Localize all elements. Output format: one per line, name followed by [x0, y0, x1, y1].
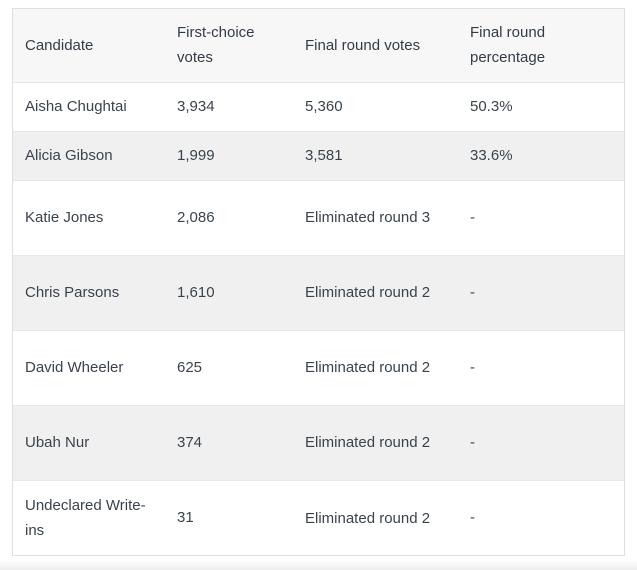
header-row: Candidate First-choice votes Final round… — [13, 9, 624, 82]
cell-final-round-percentage: - — [470, 284, 475, 301]
cell-final-round-votes: Eliminated round 2 — [305, 359, 431, 377]
cell-candidate: Aisha Chughtai — [25, 98, 127, 115]
cell-final-round-votes: Eliminated round 2 — [305, 434, 431, 452]
results-table: Candidate First-choice votes Final round… — [13, 9, 624, 555]
cell-first-choice-votes: 374 — [177, 434, 203, 451]
cell-first-choice-votes: 1,610 — [177, 284, 215, 301]
cell-final-round-votes: Eliminated round 2 — [305, 509, 431, 527]
cell-final-round-votes: Eliminated round 2 — [305, 284, 431, 302]
table-row: David Wheeler 625 Eliminated round 2 - — [13, 330, 624, 405]
election-results-table: Candidate First-choice votes Final round… — [12, 8, 625, 556]
table-row: Katie Jones 2,086 Eliminated round 3 - — [13, 180, 624, 255]
table-row: Aisha Chughtai 3,934 5,360 50.3% — [13, 82, 624, 131]
cell-candidate: Alicia Gibson — [25, 147, 113, 164]
cell-candidate: Katie Jones — [25, 209, 104, 226]
cell-first-choice-votes: 2,086 — [177, 209, 215, 226]
table-row: Alicia Gibson 1,999 3,581 33.6% — [13, 131, 624, 180]
cell-final-round-votes: 5,360 — [305, 98, 343, 115]
cell-final-round-percentage: - — [470, 359, 475, 376]
cell-first-choice-votes: 31 — [177, 509, 194, 527]
table-row: Chris Parsons 1,610 Eliminated round 2 - — [13, 255, 624, 330]
cell-first-choice-votes: 625 — [177, 359, 203, 376]
cell-final-round-percentage: - — [470, 209, 475, 226]
column-header-first-choice-votes: First-choice votes — [177, 24, 255, 67]
cell-final-round-percentage: 50.3% — [470, 98, 513, 115]
cell-final-round-percentage: - — [470, 509, 475, 527]
column-header-candidate: Candidate — [25, 36, 94, 54]
column-header-final-round-percentage: Final round percentage — [470, 24, 546, 67]
cell-final-round-percentage: - — [470, 434, 475, 451]
column-header-final-round-votes: Final round votes — [305, 36, 421, 54]
cell-final-round-percentage: 33.6% — [470, 147, 513, 164]
table-row: Undeclared Write-ins 31 Eliminated round… — [13, 480, 624, 555]
cell-first-choice-votes: 1,999 — [177, 147, 215, 164]
table-header: Candidate First-choice votes Final round… — [13, 9, 624, 82]
cell-first-choice-votes: 3,934 — [177, 98, 215, 115]
cell-candidate: Undeclared Write-ins — [25, 496, 146, 539]
cell-final-round-votes: Eliminated round 3 — [305, 209, 431, 227]
cell-candidate: Ubah Nur — [25, 434, 90, 451]
cell-candidate: David Wheeler — [25, 359, 124, 376]
table-body: Aisha Chughtai 3,934 5,360 50.3% Alicia … — [13, 82, 624, 555]
cell-candidate: Chris Parsons — [25, 284, 120, 301]
table-row: Ubah Nur 374 Eliminated round 2 - — [13, 405, 624, 480]
next-section-edge — [0, 561, 637, 570]
cell-final-round-votes: 3,581 — [305, 147, 343, 164]
